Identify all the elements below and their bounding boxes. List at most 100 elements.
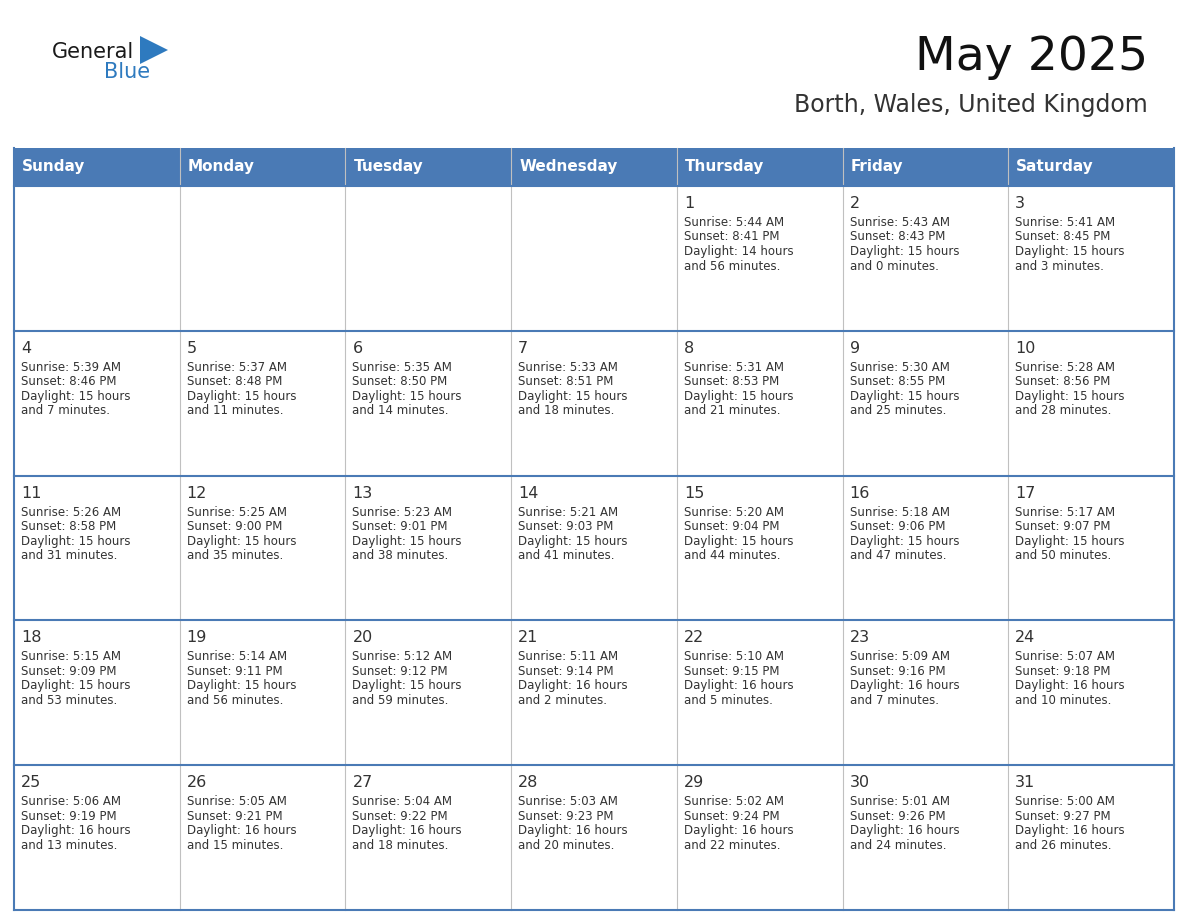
Text: Sunset: 9:07 PM: Sunset: 9:07 PM <box>1016 521 1111 533</box>
Text: Sunrise: 5:41 AM: Sunrise: 5:41 AM <box>1016 216 1116 229</box>
Text: and 31 minutes.: and 31 minutes. <box>21 549 118 562</box>
Text: Daylight: 15 hours: Daylight: 15 hours <box>21 679 131 692</box>
Text: Sunrise: 5:20 AM: Sunrise: 5:20 AM <box>684 506 784 519</box>
Text: Sunset: 9:11 PM: Sunset: 9:11 PM <box>187 665 283 677</box>
Text: 17: 17 <box>1016 486 1036 500</box>
Text: Borth, Wales, United Kingdom: Borth, Wales, United Kingdom <box>795 93 1148 117</box>
Text: 10: 10 <box>1016 341 1036 356</box>
Text: Sunset: 9:27 PM: Sunset: 9:27 PM <box>1016 810 1111 823</box>
Text: Daylight: 16 hours: Daylight: 16 hours <box>849 679 959 692</box>
Text: 27: 27 <box>353 775 373 790</box>
Text: and 35 minutes.: and 35 minutes. <box>187 549 283 562</box>
Text: and 14 minutes.: and 14 minutes. <box>353 404 449 418</box>
Text: and 20 minutes.: and 20 minutes. <box>518 839 614 852</box>
Text: Daylight: 15 hours: Daylight: 15 hours <box>518 534 627 548</box>
Text: 22: 22 <box>684 631 704 645</box>
Text: and 2 minutes.: and 2 minutes. <box>518 694 607 707</box>
Text: 31: 31 <box>1016 775 1036 790</box>
Text: Daylight: 16 hours: Daylight: 16 hours <box>684 679 794 692</box>
Text: 25: 25 <box>21 775 42 790</box>
Text: Daylight: 16 hours: Daylight: 16 hours <box>518 824 627 837</box>
Text: 6: 6 <box>353 341 362 356</box>
Text: Sunset: 9:12 PM: Sunset: 9:12 PM <box>353 665 448 677</box>
Bar <box>14 186 1174 330</box>
Text: Sunset: 9:21 PM: Sunset: 9:21 PM <box>187 810 283 823</box>
Text: and 44 minutes.: and 44 minutes. <box>684 549 781 562</box>
Text: Sunset: 9:15 PM: Sunset: 9:15 PM <box>684 665 779 677</box>
Text: Sunrise: 5:44 AM: Sunrise: 5:44 AM <box>684 216 784 229</box>
Text: and 10 minutes.: and 10 minutes. <box>1016 694 1112 707</box>
Text: Thursday: Thursday <box>684 160 764 174</box>
Text: Daylight: 15 hours: Daylight: 15 hours <box>353 534 462 548</box>
Text: 20: 20 <box>353 631 373 645</box>
Text: 7: 7 <box>518 341 529 356</box>
Text: Daylight: 16 hours: Daylight: 16 hours <box>1016 824 1125 837</box>
Text: Sunrise: 5:43 AM: Sunrise: 5:43 AM <box>849 216 949 229</box>
Text: and 21 minutes.: and 21 minutes. <box>684 404 781 418</box>
Text: Sunrise: 5:37 AM: Sunrise: 5:37 AM <box>187 361 286 374</box>
Text: Sunset: 9:09 PM: Sunset: 9:09 PM <box>21 665 116 677</box>
Text: Daylight: 16 hours: Daylight: 16 hours <box>849 824 959 837</box>
Text: and 25 minutes.: and 25 minutes. <box>849 404 946 418</box>
Text: and 50 minutes.: and 50 minutes. <box>1016 549 1112 562</box>
Text: and 7 minutes.: and 7 minutes. <box>849 694 939 707</box>
Text: Sunset: 9:03 PM: Sunset: 9:03 PM <box>518 521 613 533</box>
Text: Sunrise: 5:21 AM: Sunrise: 5:21 AM <box>518 506 618 519</box>
Text: Tuesday: Tuesday <box>353 160 423 174</box>
Text: Daylight: 15 hours: Daylight: 15 hours <box>353 390 462 403</box>
Text: and 41 minutes.: and 41 minutes. <box>518 549 614 562</box>
Text: Sunrise: 5:31 AM: Sunrise: 5:31 AM <box>684 361 784 374</box>
Bar <box>14 621 1174 766</box>
Text: 8: 8 <box>684 341 694 356</box>
Text: 1: 1 <box>684 196 694 211</box>
Text: Sunrise: 5:25 AM: Sunrise: 5:25 AM <box>187 506 286 519</box>
Text: Sunset: 9:01 PM: Sunset: 9:01 PM <box>353 521 448 533</box>
Text: Sunset: 8:50 PM: Sunset: 8:50 PM <box>353 375 448 388</box>
Text: and 53 minutes.: and 53 minutes. <box>21 694 118 707</box>
Text: 5: 5 <box>187 341 197 356</box>
Text: Daylight: 15 hours: Daylight: 15 hours <box>187 390 296 403</box>
Text: Daylight: 15 hours: Daylight: 15 hours <box>1016 245 1125 258</box>
Text: Sunrise: 5:35 AM: Sunrise: 5:35 AM <box>353 361 453 374</box>
Text: Sunset: 8:56 PM: Sunset: 8:56 PM <box>1016 375 1111 388</box>
Text: Daylight: 15 hours: Daylight: 15 hours <box>849 390 959 403</box>
Text: Daylight: 15 hours: Daylight: 15 hours <box>1016 534 1125 548</box>
Text: Daylight: 15 hours: Daylight: 15 hours <box>518 390 627 403</box>
Text: and 38 minutes.: and 38 minutes. <box>353 549 449 562</box>
Text: 28: 28 <box>518 775 538 790</box>
Text: Daylight: 16 hours: Daylight: 16 hours <box>187 824 296 837</box>
Text: Daylight: 16 hours: Daylight: 16 hours <box>21 824 131 837</box>
Text: 24: 24 <box>1016 631 1036 645</box>
Text: Daylight: 15 hours: Daylight: 15 hours <box>849 245 959 258</box>
Text: 30: 30 <box>849 775 870 790</box>
Text: Daylight: 15 hours: Daylight: 15 hours <box>187 534 296 548</box>
Text: Daylight: 15 hours: Daylight: 15 hours <box>187 679 296 692</box>
Text: Saturday: Saturday <box>1016 160 1094 174</box>
Text: 15: 15 <box>684 486 704 500</box>
Text: Sunrise: 5:14 AM: Sunrise: 5:14 AM <box>187 650 286 664</box>
Text: Sunset: 9:18 PM: Sunset: 9:18 PM <box>1016 665 1111 677</box>
Text: Sunset: 9:06 PM: Sunset: 9:06 PM <box>849 521 946 533</box>
Text: Daylight: 16 hours: Daylight: 16 hours <box>684 824 794 837</box>
Text: and 56 minutes.: and 56 minutes. <box>684 260 781 273</box>
Text: Sunrise: 5:01 AM: Sunrise: 5:01 AM <box>849 795 949 808</box>
Bar <box>14 476 1174 621</box>
Text: Sunset: 8:48 PM: Sunset: 8:48 PM <box>187 375 282 388</box>
Text: General: General <box>52 42 134 62</box>
Text: Sunrise: 5:30 AM: Sunrise: 5:30 AM <box>849 361 949 374</box>
Text: Daylight: 16 hours: Daylight: 16 hours <box>353 824 462 837</box>
Text: Sunset: 9:00 PM: Sunset: 9:00 PM <box>187 521 282 533</box>
Text: May 2025: May 2025 <box>915 36 1148 81</box>
Text: Sunrise: 5:39 AM: Sunrise: 5:39 AM <box>21 361 121 374</box>
Text: and 0 minutes.: and 0 minutes. <box>849 260 939 273</box>
Text: and 7 minutes.: and 7 minutes. <box>21 404 110 418</box>
Text: Sunrise: 5:06 AM: Sunrise: 5:06 AM <box>21 795 121 808</box>
Text: Sunset: 9:26 PM: Sunset: 9:26 PM <box>849 810 946 823</box>
Text: Sunset: 8:51 PM: Sunset: 8:51 PM <box>518 375 613 388</box>
Bar <box>14 766 1174 910</box>
Text: Sunrise: 5:03 AM: Sunrise: 5:03 AM <box>518 795 618 808</box>
Text: and 47 minutes.: and 47 minutes. <box>849 549 946 562</box>
Text: and 3 minutes.: and 3 minutes. <box>1016 260 1104 273</box>
Text: Sunset: 8:53 PM: Sunset: 8:53 PM <box>684 375 779 388</box>
Text: Daylight: 15 hours: Daylight: 15 hours <box>353 679 462 692</box>
